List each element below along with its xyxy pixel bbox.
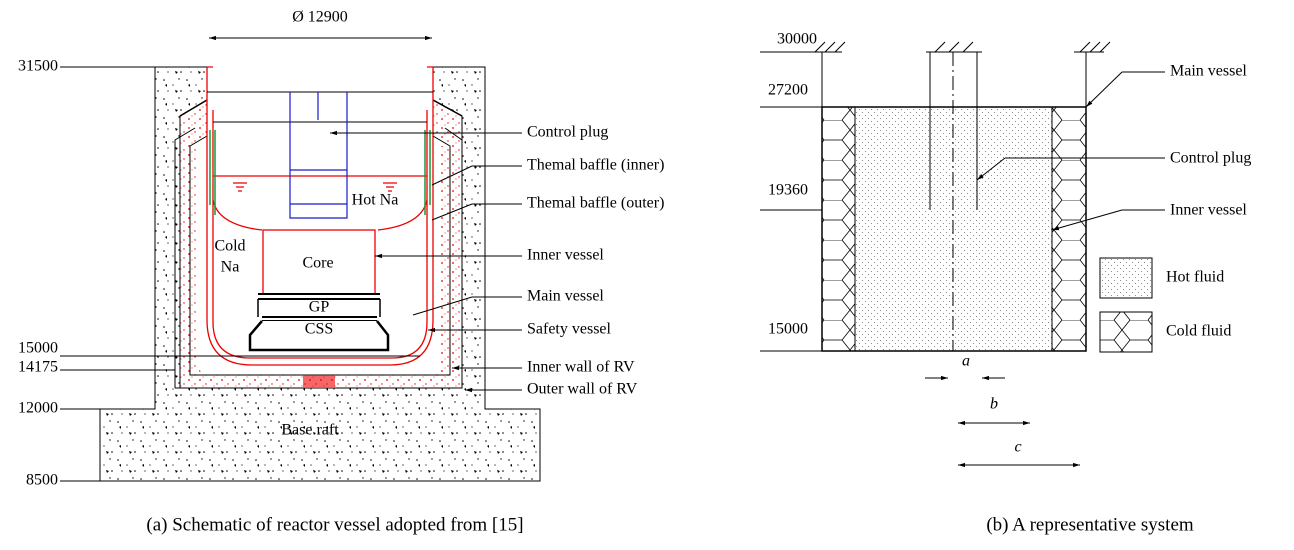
callout-label: Main vessel [1170, 63, 1247, 80]
callout-label: Inner wall of RV [527, 359, 635, 376]
elevation-label: 31500 [18, 58, 58, 75]
elevation-label: 27200 [768, 82, 808, 99]
elevation-label: 8500 [26, 472, 58, 489]
css-label: CSS [305, 321, 333, 338]
callout-label: Themal baffle (inner) [527, 157, 664, 174]
callout-label: Inner vessel [527, 247, 604, 264]
legend-label: Cold fluid [1166, 323, 1231, 340]
hot-na-label: Hot Na [352, 192, 399, 209]
caption: (a) Schematic of reactor vessel adopted … [146, 514, 523, 535]
cold-na-label: Cold [214, 238, 245, 255]
elevation-label: 30000 [777, 31, 817, 48]
elevation-label: 14175 [18, 359, 58, 376]
dimension-label: b [990, 396, 998, 413]
core-label: Core [302, 255, 333, 272]
callout-label: Themal baffle (outer) [527, 195, 664, 212]
caption: (b) A representative system [986, 514, 1194, 535]
elevation-label: 19360 [768, 182, 808, 199]
diameter-label: Ø 12900 [292, 9, 348, 26]
reactor-schematic: Ø 12900 Hot Na Cold Na Core GP CSS Base … [18, 9, 664, 536]
gp-label: GP [309, 299, 330, 316]
base-raft-label: Base raft [281, 422, 339, 439]
callout-label: Control plug [1170, 150, 1251, 167]
representative-system: 30000 27200 19360 15000 Main vessel Cont… [760, 31, 1251, 535]
callout-label: Safety vessel [527, 321, 612, 338]
dimension-label: a [962, 353, 970, 370]
callout-label: Outer wall of RV [527, 381, 638, 398]
callout-label: Main vessel [527, 288, 604, 305]
cold-na-label: Na [221, 259, 240, 276]
dimension-label: c [1014, 439, 1021, 456]
legend-label: Hot fluid [1166, 269, 1224, 286]
elevation-label: 15000 [18, 340, 58, 357]
callout-label: Inner vessel [1170, 202, 1247, 219]
elevation-label: 12000 [18, 400, 58, 417]
callout-label: Control plug [527, 124, 608, 141]
elevation-label: 15000 [768, 321, 808, 338]
